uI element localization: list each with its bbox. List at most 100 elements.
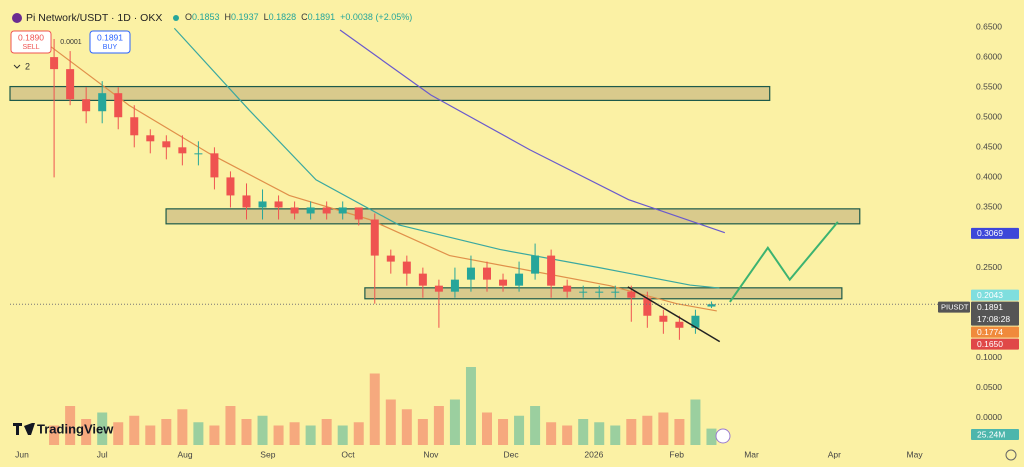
moving-average (173, 27, 720, 289)
moving-average (48, 44, 717, 312)
volume-bar (546, 422, 557, 445)
candle-body (611, 291, 620, 293)
candle-body (162, 141, 171, 148)
collapse-icon[interactable] (13, 64, 21, 69)
zone (9, 85, 771, 102)
ohlc-value: 0.1891 (308, 12, 336, 22)
candle-body (418, 273, 427, 286)
candle-body (194, 153, 203, 155)
x-tick-label: Nov (423, 449, 439, 459)
x-tick-label: Apr (828, 449, 841, 459)
sell-label[interactable]: SELL (22, 44, 39, 51)
volume-bar (433, 406, 444, 445)
buy-price[interactable]: 0.1891 (97, 32, 123, 42)
x-tick-label: Jul (97, 449, 108, 459)
volume-bar (321, 419, 332, 445)
x-tick-label: Oct (341, 449, 355, 459)
candle-body (226, 177, 235, 196)
volume-bar (81, 419, 92, 445)
ohlc-legend: O0.1853 H0.1937 L0.1828 C0.1891 +0.0038 (+2.… (185, 12, 412, 22)
chart-title: Pi Network/USDT · 1D · OKX (26, 12, 162, 24)
price-tag (971, 227, 1019, 239)
candle-body (370, 219, 379, 256)
x-tick-label: May (907, 449, 924, 459)
brand: TradingView (37, 421, 114, 436)
candle-body (210, 153, 219, 178)
volume-bar (193, 422, 204, 445)
volume-tag-label: 25.24M (977, 429, 1005, 439)
y-tick-label: 0.3500 (976, 202, 1002, 212)
volume-bar (177, 409, 188, 445)
candle-body (338, 207, 347, 214)
volume-bar (257, 415, 268, 445)
buy-label[interactable]: BUY (103, 44, 118, 51)
ohlc-key: C (301, 12, 308, 22)
volume-tag (971, 429, 1019, 440)
candle-body (306, 207, 315, 214)
candle-body (98, 93, 107, 112)
settings-icon[interactable] (1005, 449, 1017, 461)
candle-body (547, 255, 556, 286)
candle-body (146, 135, 155, 142)
candle-body (627, 291, 636, 298)
sell-button[interactable] (10, 30, 52, 54)
status-dot (173, 15, 179, 21)
volume-bar (241, 419, 252, 445)
candle-body (450, 279, 459, 292)
ohlc-value: 0.1828 (269, 12, 297, 22)
volume-bar (658, 412, 669, 445)
volume-bar (481, 412, 492, 445)
volume-bar (161, 419, 172, 445)
indicator-count[interactable]: 2 (25, 61, 30, 71)
x-tick-label: Sep (260, 449, 275, 459)
brand-logo (13, 423, 35, 435)
ohlc-value: 0.1853 (192, 12, 220, 22)
volume-bar (706, 428, 717, 445)
event-icon[interactable] (715, 428, 731, 444)
candle-body (691, 315, 700, 328)
volume-bar (642, 415, 653, 445)
ohlc-key: O (185, 12, 192, 22)
x-tick-label: Feb (669, 449, 684, 459)
candle-body (130, 117, 139, 136)
candle-body (515, 273, 524, 286)
price-tag (971, 338, 1019, 350)
candle-body (499, 279, 508, 286)
volume-bar (626, 419, 637, 445)
volume-bar (353, 422, 364, 445)
volume-bar (610, 425, 621, 445)
sell-price[interactable]: 0.1890 (18, 32, 44, 42)
candle-body (322, 207, 331, 214)
candle-body (707, 304, 716, 307)
candle-body (50, 57, 59, 70)
candle-body (66, 69, 75, 100)
volume-bar (594, 422, 605, 445)
buy-button[interactable] (89, 30, 131, 54)
volume-bar (273, 425, 284, 445)
volume-bar (417, 419, 428, 445)
volume-bar (578, 419, 589, 445)
moving-averages (48, 27, 726, 312)
price-tag-label: 0.1891 (977, 302, 1003, 312)
volume-bar (129, 415, 140, 445)
y-tick-label: 0.6000 (976, 51, 1002, 61)
countdown: 17:08:28 (977, 314, 1010, 324)
price-tag-label: 0.1774 (977, 327, 1003, 337)
y-tick-label: 0.2500 (976, 262, 1002, 272)
candle-body (354, 207, 363, 220)
volume-bar (514, 415, 525, 445)
volume-bar (305, 425, 316, 445)
y-tick-label: 0.6500 (976, 21, 1002, 31)
ohlc-value: 0.1937 (231, 12, 259, 22)
trendline (627, 286, 721, 343)
symbol-icon (12, 13, 22, 23)
ohlc-key: L (264, 12, 269, 22)
projection (729, 221, 839, 303)
candle-body (579, 291, 588, 293)
x-tick-label: Dec (503, 449, 519, 459)
volume-bar (465, 367, 476, 445)
volume-bar (562, 425, 573, 445)
candle-body (675, 321, 684, 328)
candle-body (434, 285, 443, 292)
